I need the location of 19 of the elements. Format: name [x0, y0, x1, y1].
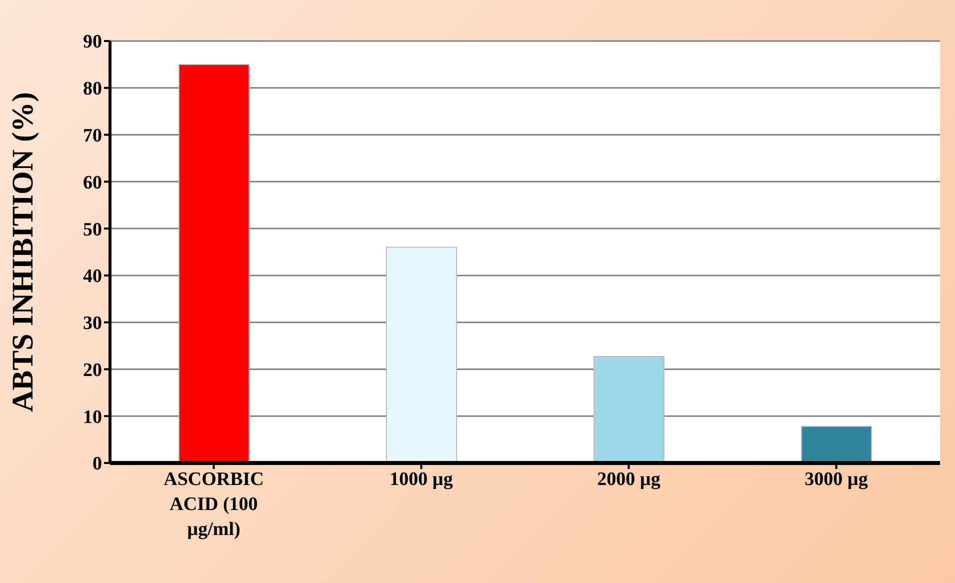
- y-axis-title: ABTS INHIBITION (%): [6, 92, 40, 412]
- y-tick-label: 80: [83, 78, 102, 100]
- bar: [386, 246, 457, 463]
- x-tick-label: 3000 µg: [804, 469, 868, 490]
- y-tick-label: 20: [83, 360, 102, 381]
- y-tick-label: 70: [83, 126, 102, 147]
- bar: [178, 64, 250, 463]
- y-tick-label: 30: [83, 313, 102, 334]
- bar: [801, 426, 872, 463]
- y-tick-label: 40: [83, 266, 102, 288]
- x-tick-label: 2000 µg: [597, 469, 661, 490]
- y-tick-label: 90: [83, 32, 102, 53]
- y-tick-label: 50: [83, 219, 102, 240]
- y-tick-label: 10: [83, 406, 102, 428]
- x-tick-label: 1000 µg: [390, 469, 454, 490]
- y-tick-label: 60: [83, 172, 102, 194]
- x-tick-label: ASCORBIC ACID (100 µg/ml): [164, 469, 264, 540]
- bar: [594, 356, 664, 463]
- y-tick-label: 0: [92, 454, 102, 475]
